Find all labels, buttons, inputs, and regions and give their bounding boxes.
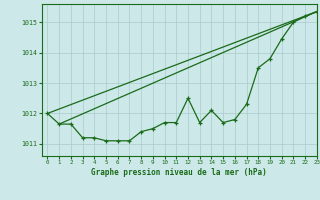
X-axis label: Graphe pression niveau de la mer (hPa): Graphe pression niveau de la mer (hPa) [91, 168, 267, 177]
